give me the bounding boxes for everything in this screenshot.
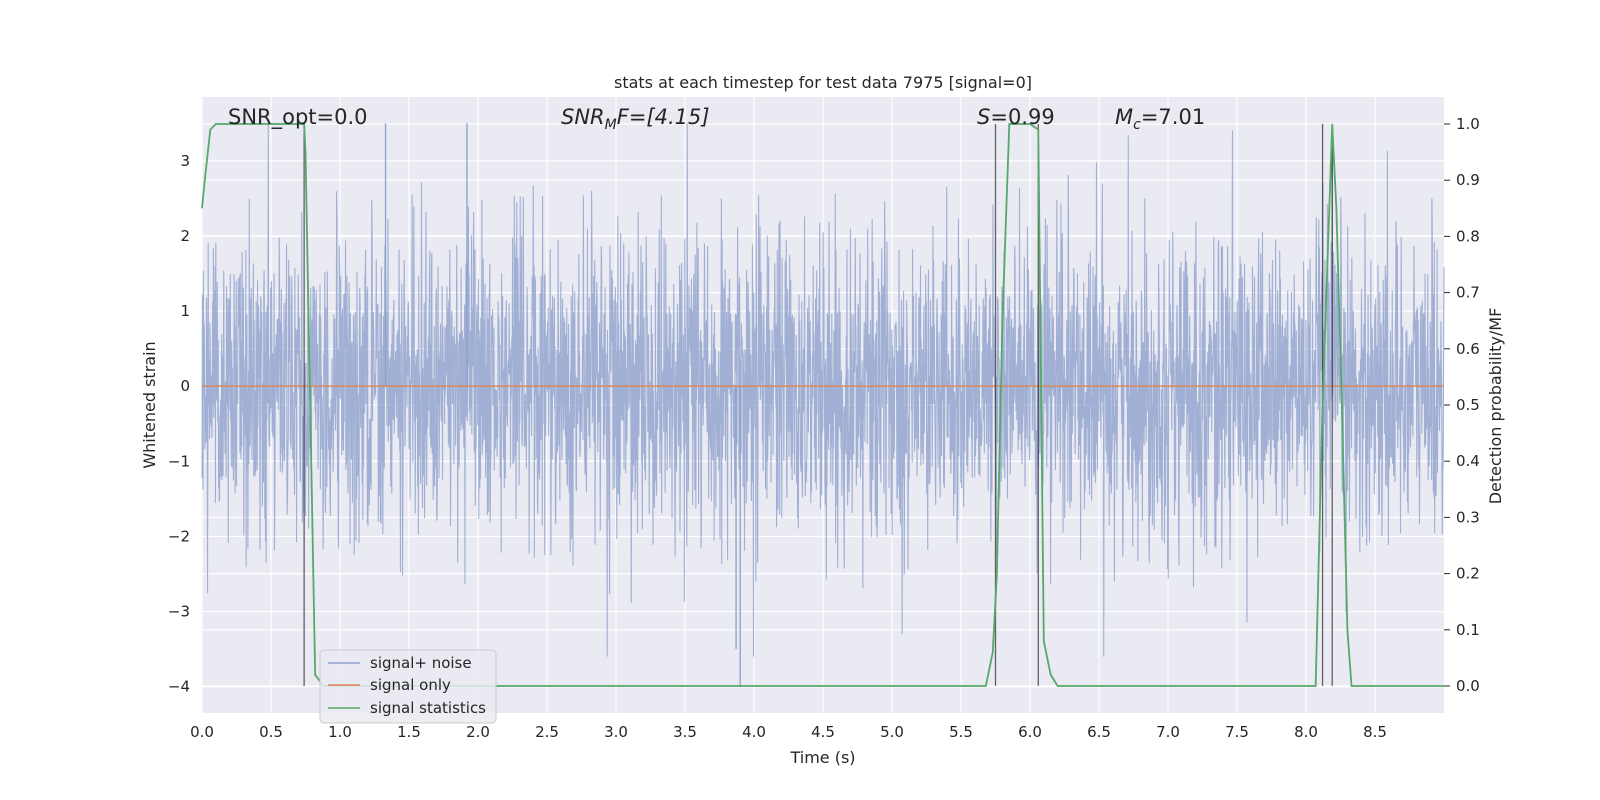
y2-axis-label: Detection probability/MF [1486,308,1505,505]
y-tick-label: −1 [168,452,190,470]
x-axis-label: Time (s) [789,748,855,767]
y2-tick-label: 0.6 [1456,340,1480,358]
x-tick-label: 1.5 [397,723,421,741]
y-tick-label: 1 [180,302,190,320]
x-tick-label: 3.5 [673,723,697,741]
x-tick-label: 0.0 [190,723,214,741]
legend-box [319,649,497,724]
y-tick-label: −3 [168,603,190,621]
y-tick-label: −4 [168,678,190,696]
y2-axis-ticks: 0.0 0.1 0.2 0.3 0.4 0.5 0.6 0.7 0.8 0.9 1.0 [1444,115,1480,695]
x-tick-label: 7.5 [1225,723,1249,741]
y2-tick-label: 0.8 [1456,227,1480,245]
y2-tick-label: 1.0 [1456,115,1480,133]
s-symbol: S [977,105,990,129]
y2-tick-label: 0.1 [1456,621,1480,639]
y-tick-label: −2 [168,527,190,545]
chart-title: stats at each timestep for test data 797… [614,73,1032,92]
x-tick-label: 2.5 [535,723,559,741]
x-tick-label: 4.5 [811,723,835,741]
snr-mf-symbol: SNR [561,105,605,129]
annotation-mc: Mc=7.01 [1115,105,1205,133]
annotation-snr-mf: SNRMF=[4.15] [561,105,710,133]
snr-mf-F: F=[4.15] [617,105,710,129]
y2-tick-label: 0.5 [1456,396,1480,414]
annotation-s: S=0.99 [977,105,1055,129]
legend-label-noise: signal+ noise [370,654,472,672]
x-tick-label: 0.5 [259,723,283,741]
snr-mf-subscript: M [605,117,617,133]
x-tick-label: 3.0 [604,723,628,741]
annotation-snr-opt: SNR_opt=0.0 [228,105,368,130]
noise-trace [201,123,1445,657]
x-tick-label: 8.5 [1363,723,1387,741]
legend-label-signal: signal only [370,676,451,694]
legend-label-stats: signal statistics [370,699,486,717]
x-tick-label: 1.0 [328,723,352,741]
x-tick-label: 5.0 [880,723,904,741]
x-tick-label: 5.5 [949,723,973,741]
x-tick-label: 8.0 [1294,723,1318,741]
x-tick-label: 4.0 [742,723,766,741]
stats-line [201,123,1444,687]
y2-tick-label: 0.4 [1456,452,1480,470]
x-tick-label: 2.0 [466,723,490,741]
y-axis-label: Whitened strain [140,341,159,468]
x-tick-label: 6.0 [1018,723,1042,741]
y2-tick-label: 0.0 [1456,677,1480,695]
x-tick-label: 6.5 [1087,723,1111,741]
y-tick-label: 3 [180,152,190,170]
signal-statistics-series [201,123,1444,687]
s-value: =0.99 [990,105,1054,129]
mc-symbol: M [1115,105,1133,129]
y-tick-label: 2 [180,227,190,245]
y2-tick-label: 0.7 [1456,284,1480,302]
y-axis-ticks: −4 −3 −2 −1 0 1 2 3 [168,152,190,696]
legend: signal+ noise signal only signal statist… [319,649,497,724]
mc-subscript: c [1133,117,1141,133]
x-tick-label: 7.0 [1156,723,1180,741]
y-tick-label: 0 [180,377,190,395]
x-axis-ticks: 0.0 0.5 1.0 1.5 2.0 2.5 3.0 3.5 4.0 4.5 5.0 5.5 6.0 6… [190,723,1387,741]
y2-tick-label: 0.9 [1456,171,1480,189]
y2-tick-label: 0.3 [1456,508,1480,526]
y2-tick-label: 0.2 [1456,565,1480,583]
mc-value: =7.01 [1141,105,1205,129]
